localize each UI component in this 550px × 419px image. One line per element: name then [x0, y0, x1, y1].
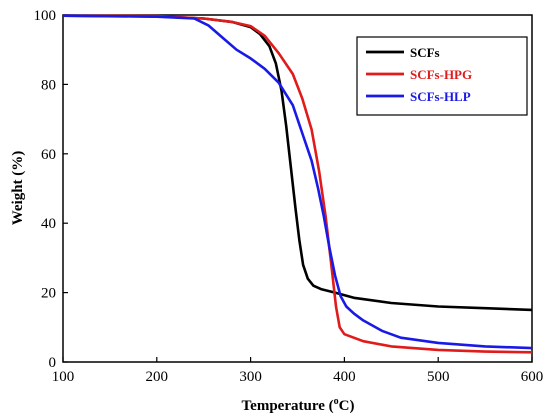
y-tick-label: 20: [41, 286, 56, 302]
x-tick-label: 500: [427, 369, 450, 385]
y-tick-label: 60: [41, 147, 56, 163]
y-tick-label: 40: [41, 216, 56, 232]
series-lines: [62, 14, 533, 354]
legend-label: SCFs-HPG: [410, 67, 472, 82]
x-axis-ticks: 100 200 300 400 500 600: [52, 357, 544, 385]
x-axis-title-superscript: o: [334, 396, 339, 407]
x-tick-label: 400: [333, 369, 356, 385]
legend-box: [356, 36, 528, 116]
y-tick-label: 100: [34, 8, 57, 24]
y-axis-ticks: 0 20 40 60 80 100: [34, 8, 68, 371]
legend-items: SCFs SCFs-HPG SCFs-HLP: [366, 45, 472, 104]
series-line-scfs-hlp: [62, 14, 533, 350]
y-axis-title: Weight (%): [10, 151, 26, 226]
legend-label: SCFs: [410, 45, 440, 60]
x-axis-title-tail: C): [339, 398, 355, 414]
series-line-scfs-hpg: [62, 14, 533, 354]
x-axis-title: Temperature (oC): [242, 396, 355, 414]
plot-frame: [62, 14, 533, 363]
legend-label: SCFs-HLP: [410, 89, 471, 104]
x-tick-label: 100: [52, 369, 75, 385]
x-axis-title-main: Temperature (: [242, 398, 334, 414]
legend: SCFs SCFs-HPG SCFs-HLP: [356, 36, 528, 116]
y-tick-label: 0: [49, 355, 57, 371]
x-tick-label: 600: [521, 369, 544, 385]
x-tick-label: 300: [239, 369, 262, 385]
x-tick-label: 200: [146, 369, 169, 385]
y-tick-label: 80: [41, 77, 56, 93]
